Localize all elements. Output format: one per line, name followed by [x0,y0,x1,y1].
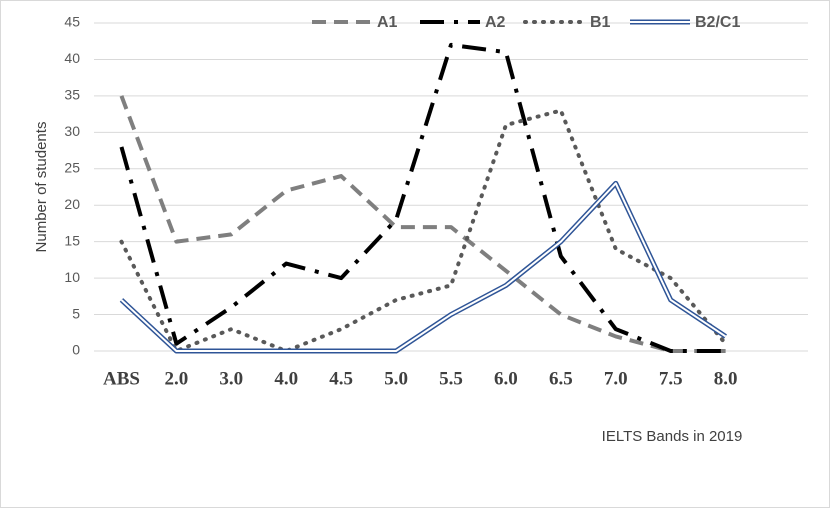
x-tick-label: 6.5 [549,368,573,389]
y-tick-label: 35 [64,87,80,103]
y-tick-label: 25 [64,159,80,175]
x-tick-label: 4.0 [274,368,298,389]
y-axis-label: Number of students [33,122,50,253]
series-line-inner [120,182,727,352]
x-tick-label: 3.0 [219,368,243,389]
y-tick-label: 10 [64,269,80,285]
y-tick-label: 0 [72,342,80,358]
y-tick-label: 40 [64,50,80,66]
y-tick-label: 15 [64,232,80,248]
x-tick-label: 4.5 [329,368,353,389]
y-tick-label: 45 [64,14,80,30]
legend-label: A1 [377,14,398,31]
series-line [119,42,726,353]
x-tick-label: ABS [103,368,140,389]
x-tick-label: 5.5 [439,368,463,389]
series-line [119,95,726,353]
x-tick-label: 7.0 [604,368,628,389]
legend-label: B1 [590,14,611,31]
y-tick-label: 5 [72,305,80,321]
x-tick-label: 6.0 [494,368,518,389]
x-tick-label: 7.5 [659,368,683,389]
y-tick-label: 20 [64,196,80,212]
x-tick-label: 8.0 [714,368,738,389]
y-tick-label: 30 [64,123,80,139]
x-tick-label: 5.0 [384,368,408,389]
x-tick-label: 2.0 [165,368,189,389]
series-line [119,108,728,353]
x-axis-label: IELTS Bands in 2019 [602,428,743,445]
legend-label: B2/C1 [695,14,740,31]
legend-label: A2 [485,14,506,31]
